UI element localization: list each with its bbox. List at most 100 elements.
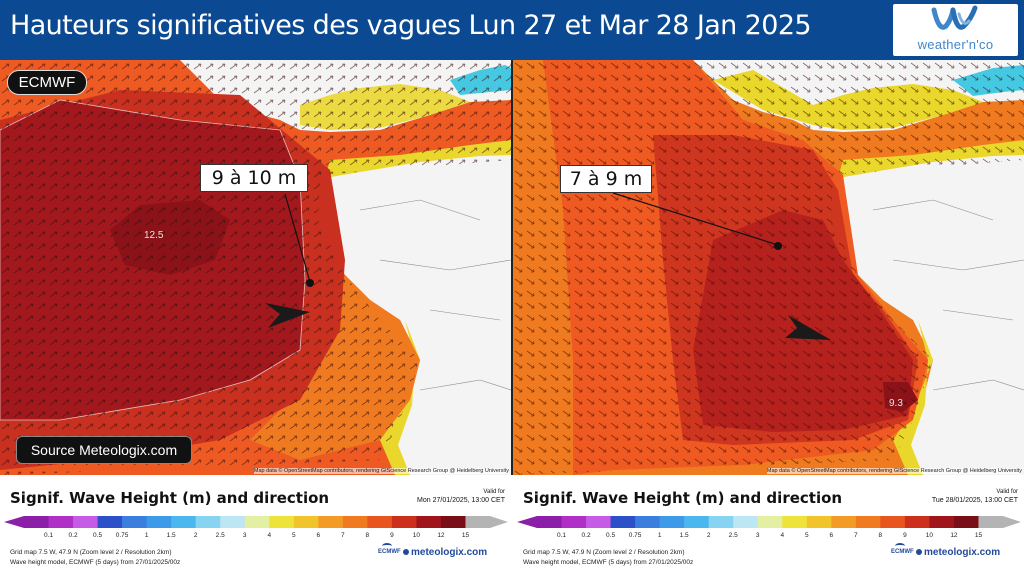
right-wave-map — [513, 60, 1024, 475]
scale-tick-label: 8 — [365, 532, 370, 539]
scale-tick-label: 5 — [804, 532, 809, 539]
scale-tick-label: 1.5 — [166, 532, 176, 539]
scale-tick-label: 9 — [903, 532, 907, 539]
scale-ticks: 0.1 0.2 0.5 0.75 1 1.5 2 2.5 3 4 5 6 7 8 9 10 12 15 — [513, 532, 1024, 542]
meteologix-text: meteologix.com — [924, 547, 1001, 558]
scale-swatch — [561, 516, 587, 528]
model-info: Wave height model, ECMWF (5 days) from 2… — [523, 559, 694, 566]
borders — [359, 199, 511, 391]
scale-arrow-left — [4, 516, 24, 528]
scale-tick-label: 0.75 — [628, 532, 642, 539]
meteologix-logo: meteologix.com — [916, 547, 1000, 558]
big-direction-arrow — [785, 315, 831, 340]
scale-swatch — [537, 516, 563, 528]
left-attribution: Map data © OpenStreetMap contributors, r… — [253, 468, 509, 474]
scale-tick-label: 10 — [925, 532, 934, 539]
scale-swatch — [342, 516, 368, 528]
big-direction-arrow — [265, 303, 310, 328]
scale-swatch — [48, 516, 74, 528]
scale-tick-label: 3 — [242, 532, 247, 539]
scale-tick-label: 7 — [341, 532, 345, 539]
wave-direction-arrows — [513, 60, 1024, 475]
scale-swatch — [757, 516, 783, 528]
scale-swatch — [269, 516, 295, 528]
scale-arrow-right — [490, 516, 508, 528]
scale-swatch — [73, 516, 99, 528]
land-france — [831, 155, 1024, 475]
valid-for-label: Valid for — [483, 489, 505, 495]
scale-swatch — [904, 516, 930, 528]
legend-title: Signif. Wave Height (m) and direction — [10, 489, 330, 507]
scale-swatch — [929, 516, 955, 528]
scale-tick-label: 2.5 — [728, 532, 738, 539]
left-max-label: 12.5 — [144, 230, 164, 241]
ecmwf-logo-icon — [895, 543, 905, 549]
scale-swatch — [465, 516, 491, 528]
right-attribution: Map data © OpenStreetMap contributors, r… — [766, 468, 1022, 474]
scale-swatch — [659, 516, 685, 528]
ecmwf-logo-icon — [382, 543, 392, 549]
scale-swatch — [855, 516, 881, 528]
scale-tick-label: 9 — [390, 532, 394, 539]
scale-swatch — [416, 516, 442, 528]
scale-swatch — [978, 516, 1004, 528]
scale-tick-label: 8 — [878, 532, 883, 539]
left-legend: Signif. Wave Height (m) and direction Va… — [0, 475, 511, 574]
ecmwf-badge: ECMWF — [7, 70, 87, 95]
scale-swatch — [171, 516, 197, 528]
grid-info: Grid map 7.5 W, 47.9 N (Zoom level 2 / R… — [523, 549, 685, 556]
panel-divider — [511, 60, 513, 475]
scale-tick-label: 0.75 — [115, 532, 129, 539]
valid-date: Mon 27/01/2025, 13:00 CET — [417, 497, 505, 504]
scale-tick-label: 2 — [193, 532, 198, 539]
color-scale — [4, 516, 508, 528]
scale-tick-label: 7 — [854, 532, 858, 539]
scale-swatch — [391, 516, 417, 528]
meteologix-dot-icon — [916, 549, 922, 555]
logo-text: weather'n'co — [917, 37, 994, 52]
scale-tick-label: 15 — [461, 532, 470, 539]
right-legend: Signif. Wave Height (m) and direction Va… — [513, 475, 1024, 574]
scale-swatch — [733, 516, 759, 528]
right-map-panel: 7 à 9 m 9.3 Map data © OpenStreetMap con… — [513, 60, 1024, 475]
scale-swatch — [953, 516, 979, 528]
ecmwf-logo-text: ECMWF — [891, 549, 914, 555]
meteologix-logo: meteologix.com — [403, 547, 487, 558]
scale-tick-label: 4 — [267, 532, 272, 539]
scale-tick-label: 0.1 — [43, 532, 54, 539]
meteologix-text: meteologix.com — [411, 547, 488, 558]
meteologix-dot-icon — [403, 549, 409, 555]
weatherandco-logo: weather'n'co — [893, 4, 1018, 56]
source-badge: Source Meteologix.com — [16, 436, 192, 464]
valid-date: Tue 28/01/2025, 13:00 CET — [931, 497, 1018, 504]
scale-tick-label: 0.1 — [556, 532, 567, 539]
model-info: Wave height model, ECMWF (5 days) from 2… — [10, 559, 181, 566]
legend-title: Signif. Wave Height (m) and direction — [523, 489, 843, 507]
scale-tick-label: 6 — [829, 532, 834, 539]
color-scale — [517, 516, 1021, 528]
scale-arrow-right — [1003, 516, 1021, 528]
scale-swatch — [880, 516, 906, 528]
scale-tick-label: 0.5 — [93, 532, 103, 539]
logo-wave-icon — [931, 5, 978, 30]
left-map-panel: ECMWF 9 à 10 m 12.5 Source Meteologix.co… — [0, 60, 511, 475]
scale-swatch — [24, 516, 50, 528]
scale-swatch — [293, 516, 319, 528]
scale-tick-label: 6 — [316, 532, 321, 539]
callout-point — [306, 279, 314, 287]
left-wave-map — [0, 60, 511, 475]
valid-for-label: Valid for — [996, 489, 1018, 495]
scale-swatch — [635, 516, 661, 528]
scale-swatch — [440, 516, 466, 528]
scale-tick-label: 1.5 — [679, 532, 689, 539]
scale-tick-label: 4 — [780, 532, 785, 539]
scale-swatch — [367, 516, 393, 528]
header-bar: Hauteurs significatives des vagues Lun 2… — [0, 0, 1024, 60]
scale-tick-label: 10 — [412, 532, 421, 539]
scale-swatch — [831, 516, 857, 528]
scale-tick-label: 5 — [291, 532, 296, 539]
grid-info: Grid map 7.5 W, 47.9 N (Zoom level 2 / R… — [10, 549, 172, 556]
scale-swatch — [220, 516, 246, 528]
right-max-label: 9.3 — [889, 398, 903, 409]
